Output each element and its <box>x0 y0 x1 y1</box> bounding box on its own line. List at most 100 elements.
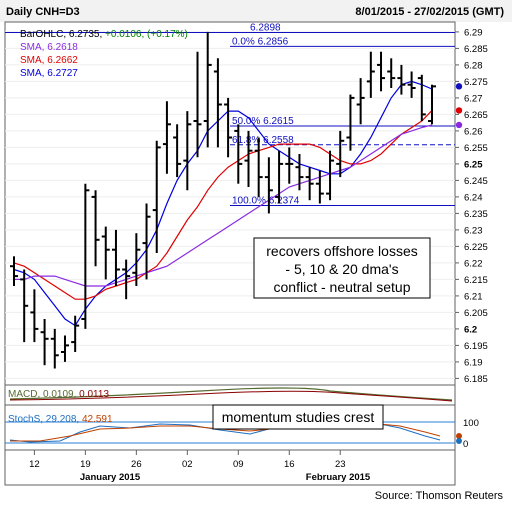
y-tick-label-3: 6.275 <box>464 77 488 88</box>
ohlc-bar-29 <box>305 167 314 201</box>
macd-line <box>9 387 453 401</box>
sma-lines <box>13 80 433 327</box>
ohlc-bars <box>10 31 436 369</box>
price-marker-2 <box>455 121 463 129</box>
fib-label-0: 0.0% 6.2856 <box>232 36 289 47</box>
ohlc-bar-1 <box>20 269 29 343</box>
price-marker-1 <box>455 107 463 114</box>
ohlc-bar-26 <box>275 150 284 204</box>
source-credit: Source: Thomson Reuters <box>375 490 504 502</box>
x-axis-panel <box>4 449 456 486</box>
y-tick-label-8: 6.25 <box>464 159 483 170</box>
ohlc-bar-0 <box>10 256 18 286</box>
ohlc-bar-11 <box>122 259 131 300</box>
y-tick-label-1: 6.285 <box>464 44 488 55</box>
ohlc-bar-22 <box>234 124 243 184</box>
top-level-label: 6.2898 <box>250 23 281 34</box>
ohlc-bar-38 <box>397 64 406 95</box>
ohlc-bar-20 <box>213 58 222 148</box>
y-tick-label-20: 6.19 <box>464 357 483 368</box>
ohlc-bar-3 <box>40 319 49 366</box>
x-axis: 12 19 26 02 09 16 23 <box>29 450 346 470</box>
sma-line-0 <box>13 80 433 327</box>
ohlc-bar-9 <box>101 226 110 280</box>
ohlc-bar-19 <box>203 31 212 148</box>
stoch-d-line <box>10 422 441 442</box>
ohlc-bar-40 <box>417 74 426 121</box>
stoch-indicator: StochS, 29.208, 42.591 momentum studies … <box>5 404 479 450</box>
y-tick-label-2: 6.28 <box>464 60 483 71</box>
ohlc-bar-14 <box>152 140 161 253</box>
y-tick-label-4: 6.27 <box>464 93 483 104</box>
sma-line-2 <box>14 124 433 287</box>
price-panel <box>4 21 456 386</box>
y-tick-label-11: 6.235 <box>464 209 488 220</box>
ohlc-bar-18 <box>193 51 202 158</box>
x-tick-label-6: 23 <box>335 459 346 470</box>
annotation-line-1: recovers offshore losses <box>266 243 417 259</box>
y-tick-label-14: 6.22 <box>464 258 483 269</box>
legend-sma-blue: SMA, 6.2727 <box>20 68 78 79</box>
x-tick-label-3: 02 <box>182 459 193 470</box>
ohlc-bar-15 <box>162 101 171 174</box>
y-tick-label-9: 6.245 <box>464 176 488 187</box>
y-tick-label-5: 6.265 <box>464 110 488 121</box>
fib-label-1: 50.0% 6.2615 <box>232 116 294 127</box>
sma-line-1 <box>13 109 433 300</box>
ohlc-bar-41 <box>428 84 436 125</box>
ohlc-bar-7 <box>81 183 90 329</box>
legend-sma-purple: SMA, 6.2618 <box>20 42 78 53</box>
x-tick-label-1: 19 <box>80 459 91 470</box>
ohlc-bar-8 <box>91 190 100 267</box>
macd-signal-line <box>9 390 453 402</box>
stoch-note-frame <box>212 404 384 430</box>
annotation-box: recovers offshore losses - 5, 10 & 20 dm… <box>253 237 431 299</box>
stoch-marker-k <box>456 438 462 444</box>
month-label-february: February 2015 <box>306 472 371 483</box>
ohlc-bar-24 <box>254 137 263 197</box>
price-marker-0 <box>455 83 463 90</box>
y-tick-label-18: 6.2 <box>464 324 477 335</box>
stoch-note: momentum studies crest <box>222 409 375 425</box>
y-tick-label-19: 6.195 <box>464 341 488 352</box>
ohlc-bar-25 <box>264 157 273 214</box>
ohlc-bar-5 <box>60 335 69 362</box>
y-tick-label-10: 6.24 <box>464 192 483 203</box>
stoch-marker-d <box>456 433 462 439</box>
ohlc-bar-27 <box>285 147 294 184</box>
date-range: 8/01/2015 - 27/02/2015 (GMT) <box>355 6 504 18</box>
ohlc-bar-17 <box>183 111 192 191</box>
ohlc-bar-31 <box>326 150 335 201</box>
ohlc-bar-2 <box>30 289 39 343</box>
y-tick-label-15: 6.215 <box>464 275 488 286</box>
right-price-markers <box>455 83 463 129</box>
stoch-tick-0: 0 <box>463 439 468 450</box>
ohlc-bar-6 <box>71 315 80 352</box>
x-tick-label-0: 12 <box>29 459 40 470</box>
y-tick-label-21: 6.185 <box>464 374 488 385</box>
y-axis: 6.29 6.285 6.28 6.275 6.27 6.265 6.26 6.255 6.25… <box>455 27 488 385</box>
ohlc-bar-39 <box>407 71 416 98</box>
annotation-line-2: - 5, 10 & 20 dma's <box>285 261 398 277</box>
stoch-label: StochS, 29.208, 42.591 <box>8 414 113 425</box>
y-tick-label-16: 6.21 <box>464 291 483 302</box>
annotation-line-3: conflict - neutral setup <box>274 279 411 295</box>
ohlc-bar-35 <box>366 51 375 98</box>
legend-sma-red: SMA, 6.2662 <box>20 55 78 66</box>
x-tick-label-5: 16 <box>284 459 295 470</box>
ohlc-bar-33 <box>346 94 355 151</box>
ohlc-bar-12 <box>132 233 141 286</box>
y-tick-label-17: 6.205 <box>464 308 488 319</box>
y-tick-label-7: 6.255 <box>464 143 488 154</box>
ohlc-bar-30 <box>315 170 324 204</box>
ohlc-bar-10 <box>111 229 120 286</box>
ohlc-bar-34 <box>356 78 365 125</box>
macd-indicator: MACD, 0.0109, 0.0113 <box>8 387 453 402</box>
ohlc-bar-4 <box>50 328 59 369</box>
annotation-frame <box>253 237 431 299</box>
fib-label-3: 100.0% 6.2374 <box>232 195 300 206</box>
month-label-january: January 2015 <box>80 472 141 483</box>
stoch-tick-100: 100 <box>463 418 479 429</box>
y-tick-label-12: 6.23 <box>464 225 483 236</box>
